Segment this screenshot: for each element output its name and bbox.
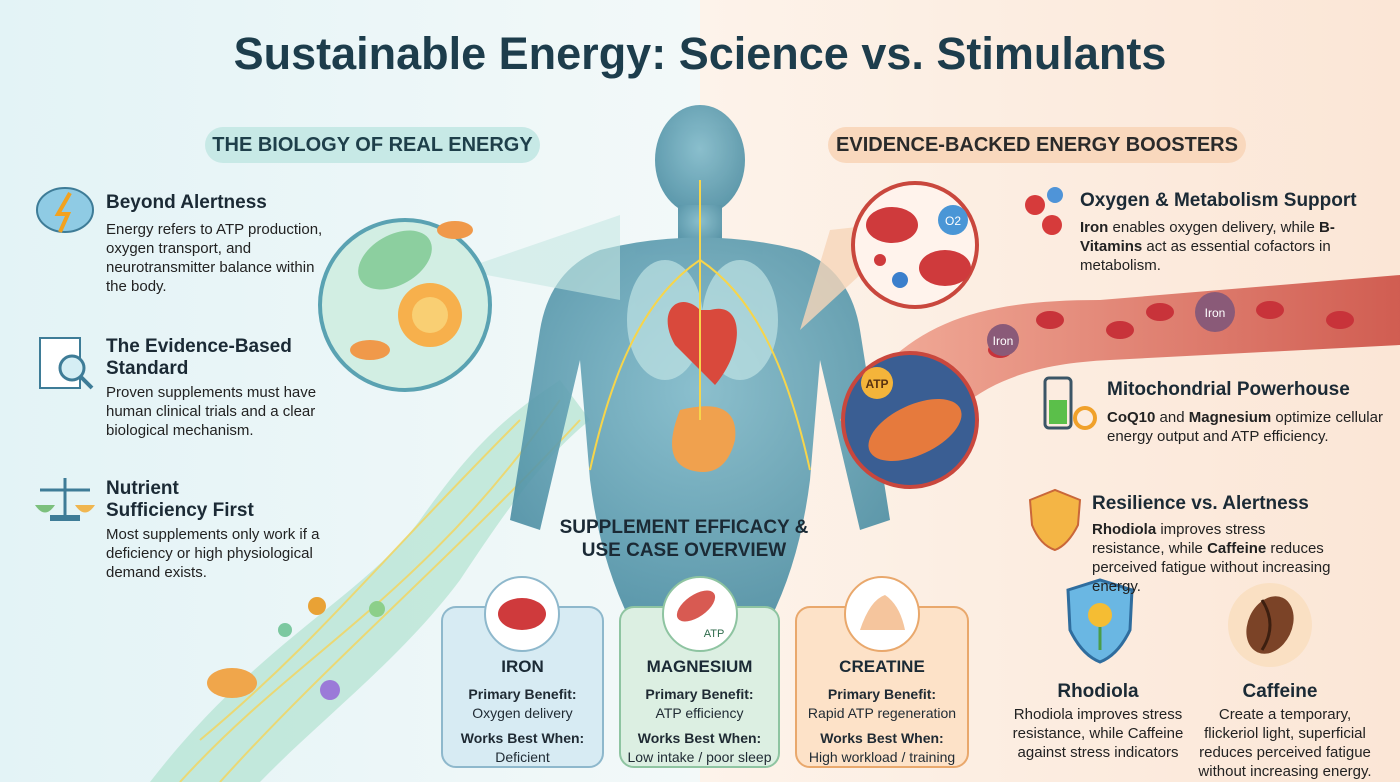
card-label: Primary Benefit: [468, 686, 577, 702]
text: improves stress resistance, while [1092, 521, 1266, 557]
item-title: Beyond Alertness [106, 192, 267, 213]
item-text: Most supplements only work if a deficien… [106, 526, 320, 581]
text: enables oxygen delivery, while [1108, 219, 1320, 236]
item-title: The Evidence-Based Standard [106, 336, 292, 379]
iron-label: Iron [1205, 306, 1226, 320]
card-label: Works Best When: [637, 730, 762, 746]
card-value: Rapid ATP regeneration [807, 705, 957, 721]
text: act as essential cofactors in metabolism… [1080, 238, 1331, 274]
card-value: Deficient [495, 749, 550, 765]
card-value: ATP efficiency [655, 705, 744, 721]
compare-name: Caffeine [1242, 681, 1318, 702]
bold-text: Caffeine [1207, 540, 1267, 557]
atp-label: ATP [865, 377, 888, 391]
item-title: Oxygen & Metabolism Support [1080, 190, 1357, 211]
section-heading: THE BIOLOGY OF REAL ENERGY [205, 127, 540, 163]
text: reduces perceived fatigue without increa… [1092, 540, 1331, 595]
card-value: Low intake / poor sleep [627, 749, 772, 765]
text: optimize cellular energy output and ATP … [1107, 409, 1383, 445]
iron-label: Iron [993, 334, 1014, 348]
item-title: Nutrient Sufficiency First [106, 478, 254, 521]
bold-text: Iron [1080, 219, 1109, 236]
overview-title: SUPPLEMENT EFFICACY & USE CASE OVERVIEW [559, 517, 809, 561]
item-title: Mitochondrial Powerhouse [1107, 379, 1350, 400]
item-text: Energy refers to ATP production, oxygen … [106, 221, 323, 295]
item-text: Rhodiola improves stress resistance, whi… [1092, 520, 1332, 596]
supplement-card: MAGNESIUM Primary Benefit: ATP efficienc… [620, 607, 779, 767]
item-text: CoQ10 and Magnesium optimize cellular en… [1107, 408, 1392, 446]
bold-text: B-Vitamins [1080, 219, 1335, 255]
bold-text: CoQ10 [1107, 409, 1156, 426]
card-name: CREATINE [839, 657, 925, 676]
compare-text: Create a temporary, flickeriol light, su… [1198, 706, 1372, 780]
oxygen-label: O2 [945, 214, 961, 228]
atp-label: ATP [704, 628, 725, 640]
card-label: Works Best When: [460, 730, 585, 746]
supplement-card: CREATINE Primary Benefit: Rapid ATP rege… [796, 607, 968, 767]
card-value: High workload / training [808, 749, 956, 765]
card-label: Primary Benefit: [645, 686, 754, 702]
page-title: Sustainable Energy: Science vs. Stimulan… [233, 28, 1167, 79]
supplement-card: IRON Primary Benefit: Oxygen delivery Wo… [442, 607, 603, 767]
section-heading: EVIDENCE-BACKED ENERGY BOOSTERS [828, 127, 1246, 163]
bold-text: Magnesium [1188, 409, 1272, 426]
item-text: Iron enables oxygen delivery, while B-Vi… [1080, 218, 1380, 275]
card-label: Works Best When: [820, 730, 944, 746]
item-text: Proven supplements must have human clini… [106, 384, 317, 439]
card-name: MAGNESIUM [646, 657, 753, 676]
text: and [1155, 409, 1189, 426]
compare-text: Rhodiola improves stress resistance, whi… [1012, 706, 1184, 761]
card-label: Primary Benefit: [827, 686, 937, 702]
bold-text: Rhodiola [1092, 521, 1157, 538]
item-title: Resilience vs. Alertness [1092, 493, 1309, 514]
card-name: IRON [501, 657, 544, 676]
compare-name: Rhodiola [1057, 681, 1139, 702]
card-value: Oxygen delivery [472, 705, 573, 721]
